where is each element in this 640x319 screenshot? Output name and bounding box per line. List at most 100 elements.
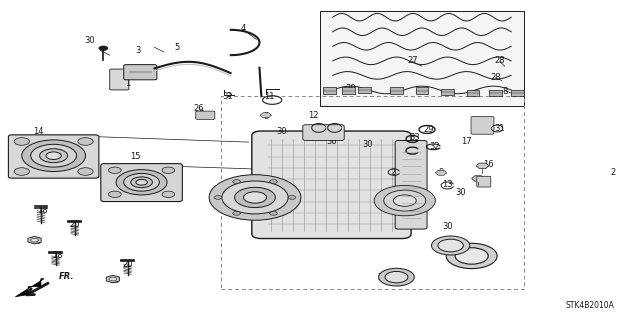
- Circle shape: [374, 185, 435, 216]
- Circle shape: [384, 190, 426, 211]
- Circle shape: [446, 243, 497, 269]
- Text: 23: 23: [377, 273, 388, 282]
- Bar: [390, 87, 403, 94]
- Text: 31: 31: [222, 92, 233, 101]
- Circle shape: [162, 191, 175, 197]
- Bar: [467, 90, 479, 96]
- Text: 30: 30: [345, 84, 356, 93]
- Circle shape: [214, 196, 222, 199]
- Circle shape: [40, 149, 68, 163]
- Circle shape: [244, 192, 266, 203]
- Text: 33: 33: [409, 133, 420, 143]
- FancyBboxPatch shape: [124, 65, 157, 80]
- Text: 17: 17: [461, 137, 472, 146]
- Circle shape: [108, 191, 121, 197]
- Bar: [342, 87, 355, 94]
- Circle shape: [124, 174, 159, 191]
- Text: 20: 20: [69, 220, 80, 229]
- FancyBboxPatch shape: [8, 135, 99, 178]
- Text: 27: 27: [407, 56, 418, 65]
- Text: 11: 11: [264, 92, 275, 101]
- Text: 18: 18: [38, 206, 48, 215]
- FancyBboxPatch shape: [477, 176, 491, 187]
- Circle shape: [136, 179, 147, 185]
- Text: 30: 30: [442, 222, 452, 231]
- Bar: [320, 11, 524, 106]
- Text: 33: 33: [409, 146, 420, 155]
- Text: 16: 16: [484, 160, 494, 169]
- Circle shape: [162, 167, 175, 174]
- Circle shape: [78, 138, 93, 145]
- Text: 6: 6: [478, 254, 483, 263]
- FancyBboxPatch shape: [100, 164, 182, 202]
- FancyBboxPatch shape: [303, 125, 344, 141]
- Circle shape: [390, 193, 409, 202]
- FancyBboxPatch shape: [471, 116, 494, 134]
- Circle shape: [14, 138, 29, 145]
- Circle shape: [438, 239, 463, 252]
- Text: 31: 31: [494, 124, 505, 133]
- Bar: [511, 90, 524, 96]
- Text: 10: 10: [473, 117, 483, 126]
- Text: 20: 20: [122, 260, 133, 269]
- FancyBboxPatch shape: [252, 131, 411, 239]
- Text: 14: 14: [33, 127, 44, 136]
- Bar: [221, 96, 524, 289]
- Text: FR.: FR.: [59, 272, 74, 281]
- Circle shape: [222, 181, 288, 214]
- FancyBboxPatch shape: [395, 141, 427, 229]
- Circle shape: [394, 195, 416, 206]
- Circle shape: [269, 211, 277, 215]
- Text: 1: 1: [125, 79, 130, 88]
- Circle shape: [455, 248, 488, 264]
- Text: STK4B2010A: STK4B2010A: [566, 301, 614, 310]
- Circle shape: [31, 144, 77, 167]
- Circle shape: [131, 177, 152, 188]
- Circle shape: [288, 196, 296, 199]
- Circle shape: [384, 189, 415, 205]
- Text: 3: 3: [136, 46, 141, 55]
- Circle shape: [385, 271, 408, 283]
- Text: 15: 15: [130, 152, 140, 161]
- Bar: [441, 89, 454, 95]
- Circle shape: [78, 168, 93, 175]
- Circle shape: [209, 175, 301, 220]
- Text: 8: 8: [502, 87, 508, 96]
- Bar: [489, 90, 502, 96]
- Text: 25: 25: [390, 168, 401, 177]
- Text: 32: 32: [429, 142, 440, 151]
- Circle shape: [46, 152, 61, 160]
- Text: 9: 9: [438, 168, 444, 177]
- Circle shape: [233, 211, 241, 215]
- Text: 24: 24: [455, 241, 465, 250]
- FancyBboxPatch shape: [196, 111, 215, 119]
- Text: 2: 2: [611, 168, 616, 177]
- Circle shape: [431, 236, 470, 255]
- Circle shape: [108, 167, 121, 174]
- Text: 5: 5: [174, 43, 179, 52]
- Text: 19: 19: [31, 237, 42, 246]
- Circle shape: [22, 140, 86, 172]
- FancyBboxPatch shape: [109, 69, 129, 90]
- Circle shape: [109, 277, 116, 281]
- Circle shape: [99, 46, 108, 50]
- Text: 21: 21: [394, 279, 405, 288]
- Polygon shape: [15, 279, 44, 297]
- Text: 30: 30: [455, 188, 465, 197]
- Text: 4: 4: [241, 24, 246, 33]
- Text: 30: 30: [326, 137, 337, 146]
- Text: 30: 30: [362, 140, 373, 149]
- Text: 29: 29: [423, 125, 433, 134]
- Bar: [415, 87, 428, 94]
- Text: 12: 12: [308, 111, 319, 120]
- Text: 30: 30: [276, 127, 287, 136]
- Circle shape: [379, 268, 414, 286]
- Text: 28: 28: [490, 73, 500, 82]
- Text: 19: 19: [109, 276, 120, 285]
- Bar: [358, 87, 371, 93]
- Text: 9: 9: [263, 112, 268, 121]
- Text: 30: 30: [84, 36, 95, 45]
- Text: 18: 18: [52, 251, 63, 260]
- Text: 28: 28: [494, 56, 505, 65]
- Text: 7: 7: [399, 193, 404, 202]
